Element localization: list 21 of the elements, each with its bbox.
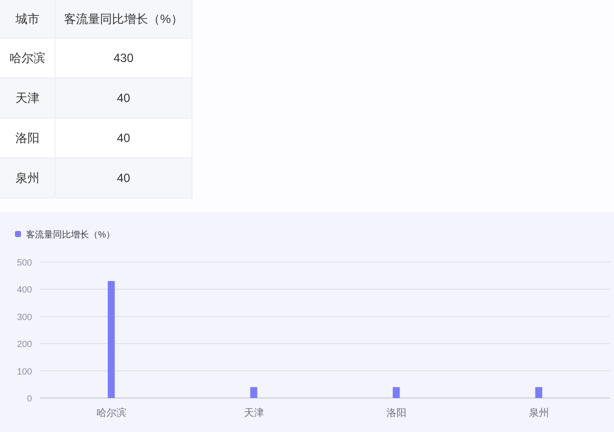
x-tick-label: 泉州 [528,408,549,419]
data-label: 40 [116,131,130,145]
x-tick-label: 天津 [244,408,264,419]
data-label: 40 [116,91,130,105]
y-tick-label: 400 [16,284,32,295]
y-tick-label: 200 [16,339,32,350]
y-tick-label: 500 [16,258,32,268]
x-tick-label: 哈尔滨 [96,408,126,419]
data-label: 430 [113,51,134,65]
table-category: 洛阳 [16,131,40,145]
y-tick-label: 300 [16,312,32,322]
table-header: 城市 [16,12,40,26]
table-category: 哈尔滨 [10,51,46,65]
data-label: 40 [116,171,130,185]
y-tick-label: 100 [16,366,32,376]
table-category: 天津 [16,91,40,105]
legend-label: 客流量同比增长（%） [26,230,116,240]
y-tick-label: 0 [26,394,32,404]
table-header: 客流量同比增长（%） [64,12,183,26]
table-category: 泉州 [16,171,40,185]
x-tick-label: 洛阳 [386,408,406,419]
